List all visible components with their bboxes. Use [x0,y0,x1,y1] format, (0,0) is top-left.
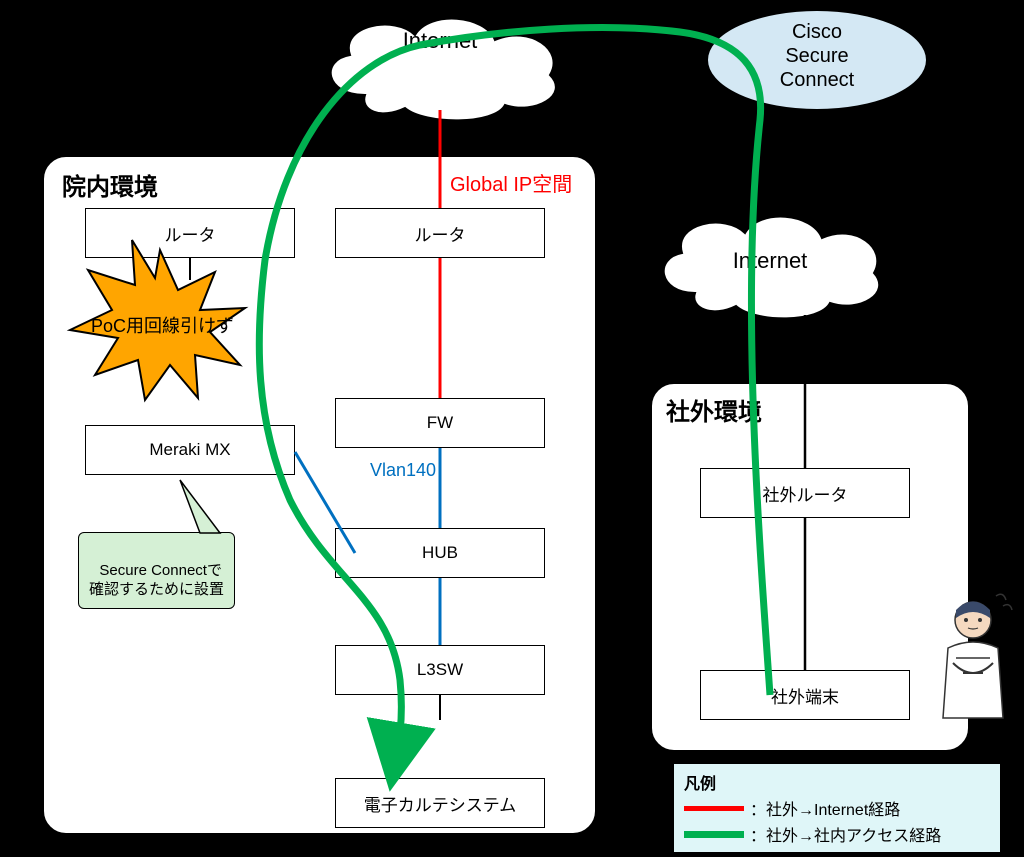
container-inhouse-title: 院内環境 [62,167,158,202]
cloud-internet-right: Internet [640,198,900,328]
node-meraki: Meraki MX [85,425,295,475]
cloud-cisco-label: Cisco Secure Connect [702,20,932,92]
cloud-internet-top: Internet [305,0,575,130]
callout-secure-connect: Secure Connectで 確認するために設置 [78,532,235,609]
burst-label: PoC用回線引けず [75,312,250,338]
legend-row-red: ：社外→Internet経路 [684,796,990,820]
label-global-ip: Global IP空間 [450,168,572,197]
node-hub: HUB [335,528,545,578]
legend-box: 凡例 ：社外→Internet経路 ：社外→社内アクセス経路 [672,762,1002,854]
doctor-icon [928,588,1018,728]
node-ekarte: 電子カルテシステム [335,778,545,828]
cloud-internet-right-label: Internet [640,248,900,274]
node-fw: FW [335,398,545,448]
node-ext-terminal: 社外端末 [700,670,910,720]
node-ext-router: 社外ルータ [700,468,910,518]
label-vlan140: Vlan140 [370,460,436,481]
container-external-title: 社外環境 [666,392,762,427]
legend-row-green: ：社外→社内アクセス経路 [684,822,990,846]
legend-title: 凡例 [684,770,990,794]
cloud-internet-top-label: Internet [305,28,575,54]
cloud-cisco: Cisco Secure Connect [702,5,932,115]
node-router-right: ルータ [335,208,545,258]
node-l3sw: L3SW [335,645,545,695]
node-router-left: ルータ [85,208,295,258]
